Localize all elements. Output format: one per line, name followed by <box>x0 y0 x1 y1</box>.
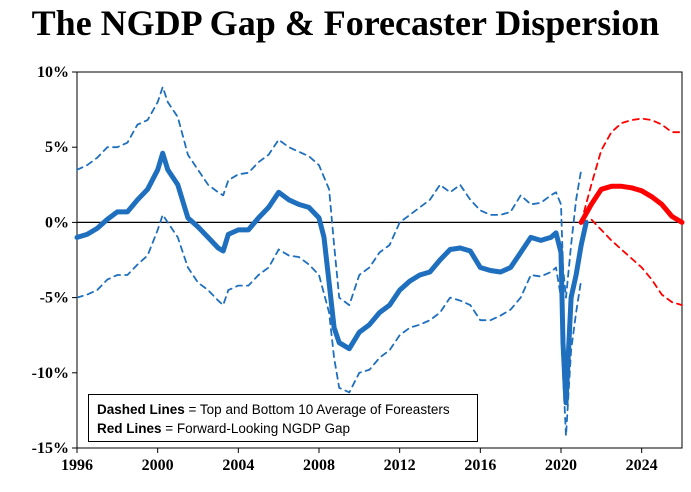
y-tick-label: -10% <box>32 365 69 382</box>
series-gap-actual <box>74 150 589 406</box>
x-tick-label: 1996 <box>61 457 93 474</box>
y-tick-label: 5% <box>45 139 69 156</box>
legend-line-dashed: Dashed Lines = Top and Bottom 10 Average… <box>97 400 469 419</box>
legend-dashed-label: Dashed Lines <box>97 402 185 417</box>
series-top-10-average <box>76 86 583 306</box>
x-tick-label: 2008 <box>303 457 335 474</box>
x-tick-label: 2012 <box>384 457 416 474</box>
legend-line-red: Red Lines = Forward-Looking NGDP Gap <box>97 419 469 438</box>
y-tick-label: 10% <box>37 64 69 81</box>
tick-layer: 10% 5% 0% -5% -10% -15%1996 2000 2004 2008 2012 20… <box>32 64 658 474</box>
x-tick-label: 2000 <box>142 457 174 474</box>
y-tick-label: -5% <box>40 290 69 307</box>
plot-frame <box>76 71 683 449</box>
legend-red-text: = Forward-Looking NGDP Gap <box>161 421 350 436</box>
series-bottom-10-average <box>76 214 583 437</box>
legend: Dashed Lines = Top and Bottom 10 Average… <box>88 394 478 442</box>
series-forecast-bottom <box>580 218 683 306</box>
x-tick-label: 2016 <box>464 457 496 474</box>
y-tick-label: 0% <box>45 214 69 231</box>
chart-title: The NGDP Gap & Forecaster Dispersion <box>31 3 660 43</box>
series-forecast-gap <box>578 183 685 225</box>
series-layer <box>74 86 685 437</box>
series-forecast-top <box>580 117 683 224</box>
y-tick-label: -15% <box>32 440 69 457</box>
x-tick-label: 2020 <box>545 457 577 474</box>
x-tick-label: 2024 <box>626 457 658 474</box>
plot-border <box>76 71 683 449</box>
legend-red-label: Red Lines <box>97 421 162 436</box>
legend-dashed-text: = Top and Bottom 10 Average of Foreaster… <box>184 402 450 417</box>
x-tick-label: 2004 <box>222 457 254 474</box>
